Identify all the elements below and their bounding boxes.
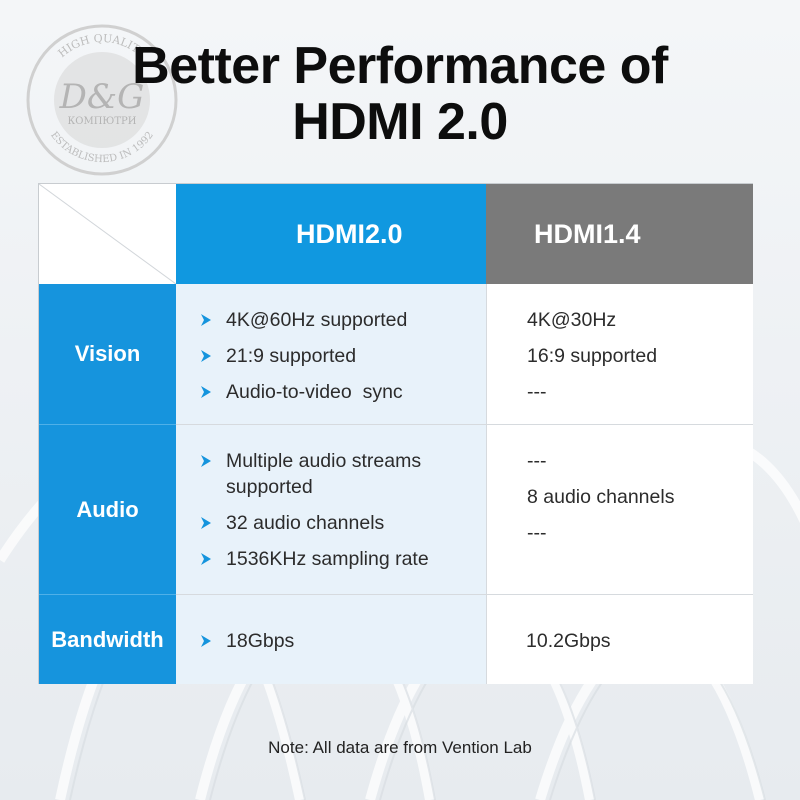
- column-divider: [486, 284, 487, 684]
- cell-value: ---: [527, 522, 547, 544]
- cell-value: 16:9 supported: [527, 345, 658, 367]
- page-title: Better Performance of HDMI 2.0: [0, 38, 800, 150]
- row-label-vision: Vision: [39, 284, 176, 424]
- bandwidth-hdmi14-cell: 10.2Gbps: [486, 595, 753, 684]
- cell-value: 4K@30Hz: [527, 309, 617, 331]
- watermark-brand: КОМПЮТРИ: [68, 116, 137, 127]
- chevron-right-icon: [201, 379, 213, 405]
- comparison-table: HDMI2.0 HDMI1.4 Vision 4K@60Hz supported…: [38, 183, 753, 684]
- row-divider: [39, 594, 176, 595]
- diagonal-line: [38, 183, 177, 285]
- cell-value: 10.2Gbps: [526, 630, 611, 652]
- list-item: Audio-to-video sync: [201, 379, 481, 405]
- row-divider: [176, 424, 753, 425]
- footnote: Note: All data are from Vention Lab: [268, 738, 532, 757]
- vision-hdmi14-cell: 4K@30Hz 16:9 supported ---: [486, 284, 753, 424]
- list-item: 32 audio channels: [201, 510, 481, 536]
- chevron-right-icon: [201, 343, 213, 369]
- watermark-badge: HIGH QUALITY D&G КОМПЮТРИ ESTABLISHED IN…: [26, 24, 178, 176]
- row-label-bandwidth: Bandwidth: [39, 595, 176, 684]
- row-divider: [39, 424, 176, 425]
- chevron-right-icon: [201, 307, 213, 333]
- cell-value: ---: [527, 450, 547, 472]
- row-label-audio: Audio: [39, 425, 176, 594]
- cell-value: ---: [527, 381, 547, 403]
- bandwidth-hdmi20-cell: 18Gbps: [176, 595, 486, 684]
- column-header-hdmi14: HDMI1.4: [486, 184, 753, 284]
- page-title-line-2: HDMI 2.0: [292, 93, 508, 151]
- audio-hdmi14-cell: --- 8 audio channels ---: [486, 425, 753, 594]
- list-item: 18Gbps: [201, 628, 481, 654]
- page-title-line-1: Better Performance of: [132, 37, 668, 95]
- audio-hdmi20-cell: Multiple audio streams supported 32 audi…: [176, 425, 486, 594]
- list-item: 21:9 supported: [201, 343, 481, 369]
- chevron-right-icon: [201, 510, 213, 536]
- watermark-logo: D&G: [59, 77, 145, 117]
- list-item: 1536KHz sampling rate: [201, 546, 481, 572]
- row-divider: [176, 594, 753, 595]
- chevron-right-icon: [201, 628, 213, 654]
- cell-value: 8 audio channels: [527, 486, 675, 508]
- chevron-right-icon: [201, 448, 213, 474]
- chevron-right-icon: [201, 546, 213, 572]
- column-header-hdmi20: HDMI2.0: [176, 184, 486, 284]
- table-corner-cell: [38, 183, 177, 285]
- vision-hdmi20-cell: 4K@60Hz supported 21:9 supported Audio-t…: [176, 284, 486, 424]
- list-item: 4K@60Hz supported: [201, 307, 481, 333]
- list-item: Multiple audio streams supported: [201, 448, 481, 500]
